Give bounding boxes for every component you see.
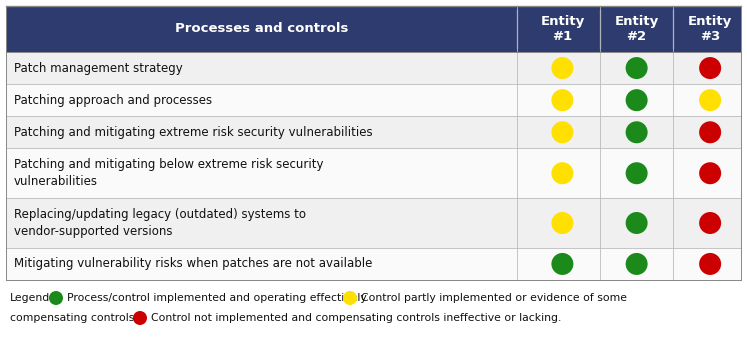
Circle shape <box>699 121 721 143</box>
Bar <box>6 148 741 198</box>
Text: Control not implemented and compensating controls ineffective or lacking.: Control not implemented and compensating… <box>151 313 562 323</box>
Text: Entity
#1: Entity #1 <box>540 15 584 43</box>
Text: Mitigating vulnerability risks when patches are not available: Mitigating vulnerability risks when patc… <box>14 258 372 270</box>
Text: Replacing/updating legacy (outdated) systems to
vendor-supported versions: Replacing/updating legacy (outdated) sys… <box>14 208 306 238</box>
Circle shape <box>626 89 648 111</box>
Circle shape <box>49 291 63 305</box>
Circle shape <box>626 57 648 79</box>
Bar <box>6 248 741 280</box>
Text: Legend:: Legend: <box>10 293 54 303</box>
Bar <box>6 52 741 84</box>
Circle shape <box>551 253 574 275</box>
Circle shape <box>551 212 574 234</box>
Circle shape <box>551 162 574 184</box>
Text: Entity
#2: Entity #2 <box>615 15 659 43</box>
Circle shape <box>699 212 721 234</box>
Circle shape <box>551 89 574 111</box>
Circle shape <box>699 89 721 111</box>
Circle shape <box>626 121 648 143</box>
Text: compensating controls: compensating controls <box>10 313 134 323</box>
Circle shape <box>626 162 648 184</box>
Text: Patching and mitigating below extreme risk security
vulnerabilities: Patching and mitigating below extreme ri… <box>14 158 323 189</box>
Circle shape <box>699 57 721 79</box>
Text: Process/control implemented and operating effectively: Process/control implemented and operatin… <box>67 293 367 303</box>
Bar <box>6 198 741 248</box>
Text: Patching approach and processes: Patching approach and processes <box>14 94 212 107</box>
Text: Entity
#3: Entity #3 <box>688 15 732 43</box>
Circle shape <box>551 121 574 143</box>
Bar <box>6 6 741 52</box>
Circle shape <box>551 57 574 79</box>
Text: Control partly implemented or evidence of some: Control partly implemented or evidence o… <box>361 293 627 303</box>
Bar <box>6 84 741 116</box>
Circle shape <box>133 311 147 325</box>
Circle shape <box>626 253 648 275</box>
Text: Patching and mitigating extreme risk security vulnerabilities: Patching and mitigating extreme risk sec… <box>14 126 373 139</box>
Circle shape <box>699 253 721 275</box>
Text: Processes and controls: Processes and controls <box>175 23 348 35</box>
Text: Patch management strategy: Patch management strategy <box>14 62 183 75</box>
Circle shape <box>343 291 357 305</box>
Circle shape <box>699 162 721 184</box>
Bar <box>6 116 741 148</box>
Circle shape <box>626 212 648 234</box>
